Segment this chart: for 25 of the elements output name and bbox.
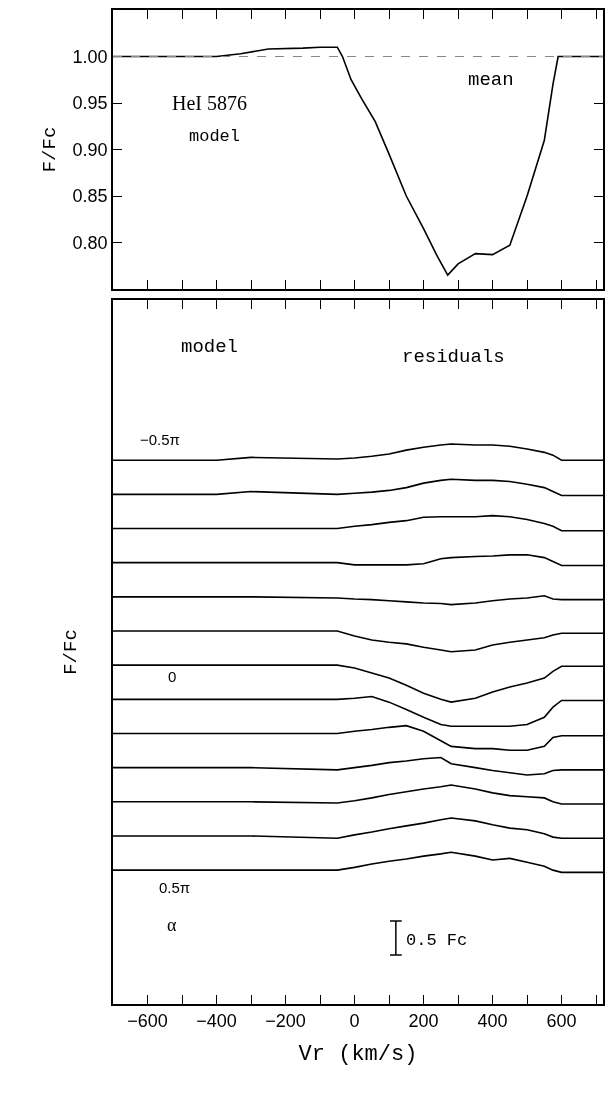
x-tick-label: −200	[265, 1011, 306, 1032]
annotation: HeI 5876	[172, 92, 247, 114]
text: model	[181, 336, 239, 358]
y-tick-label: 0.95	[72, 93, 108, 114]
x-tick-label: 400	[477, 1011, 508, 1032]
annotation: mean	[468, 69, 514, 91]
x-tick-label: −600	[127, 1011, 168, 1032]
x-tick-label: −400	[196, 1011, 237, 1032]
annotation: model	[189, 127, 241, 146]
y-tick-label: 1.00	[72, 46, 108, 67]
x-tick-label: 200	[408, 1011, 439, 1032]
annotation: −0.5π	[140, 431, 180, 448]
x-axis-title: Vr (km/s)	[298, 1041, 418, 1067]
annotation: α	[167, 915, 177, 935]
annotation: 0.5π	[159, 879, 191, 896]
annotation: 0	[168, 668, 177, 685]
x-tick-label: 600	[546, 1011, 577, 1032]
y-tick-label: 0.85	[72, 186, 108, 207]
text: residuals	[402, 346, 505, 368]
y-tick-label: 0.80	[72, 232, 108, 253]
y-tick-label: 0.90	[72, 139, 108, 160]
y-axis-title: F/Fc	[59, 629, 82, 675]
x-tick-label: 0	[349, 1011, 360, 1032]
annotation: 0.5 Fc	[406, 931, 468, 950]
y-axis-title: F/Fc	[38, 126, 61, 173]
